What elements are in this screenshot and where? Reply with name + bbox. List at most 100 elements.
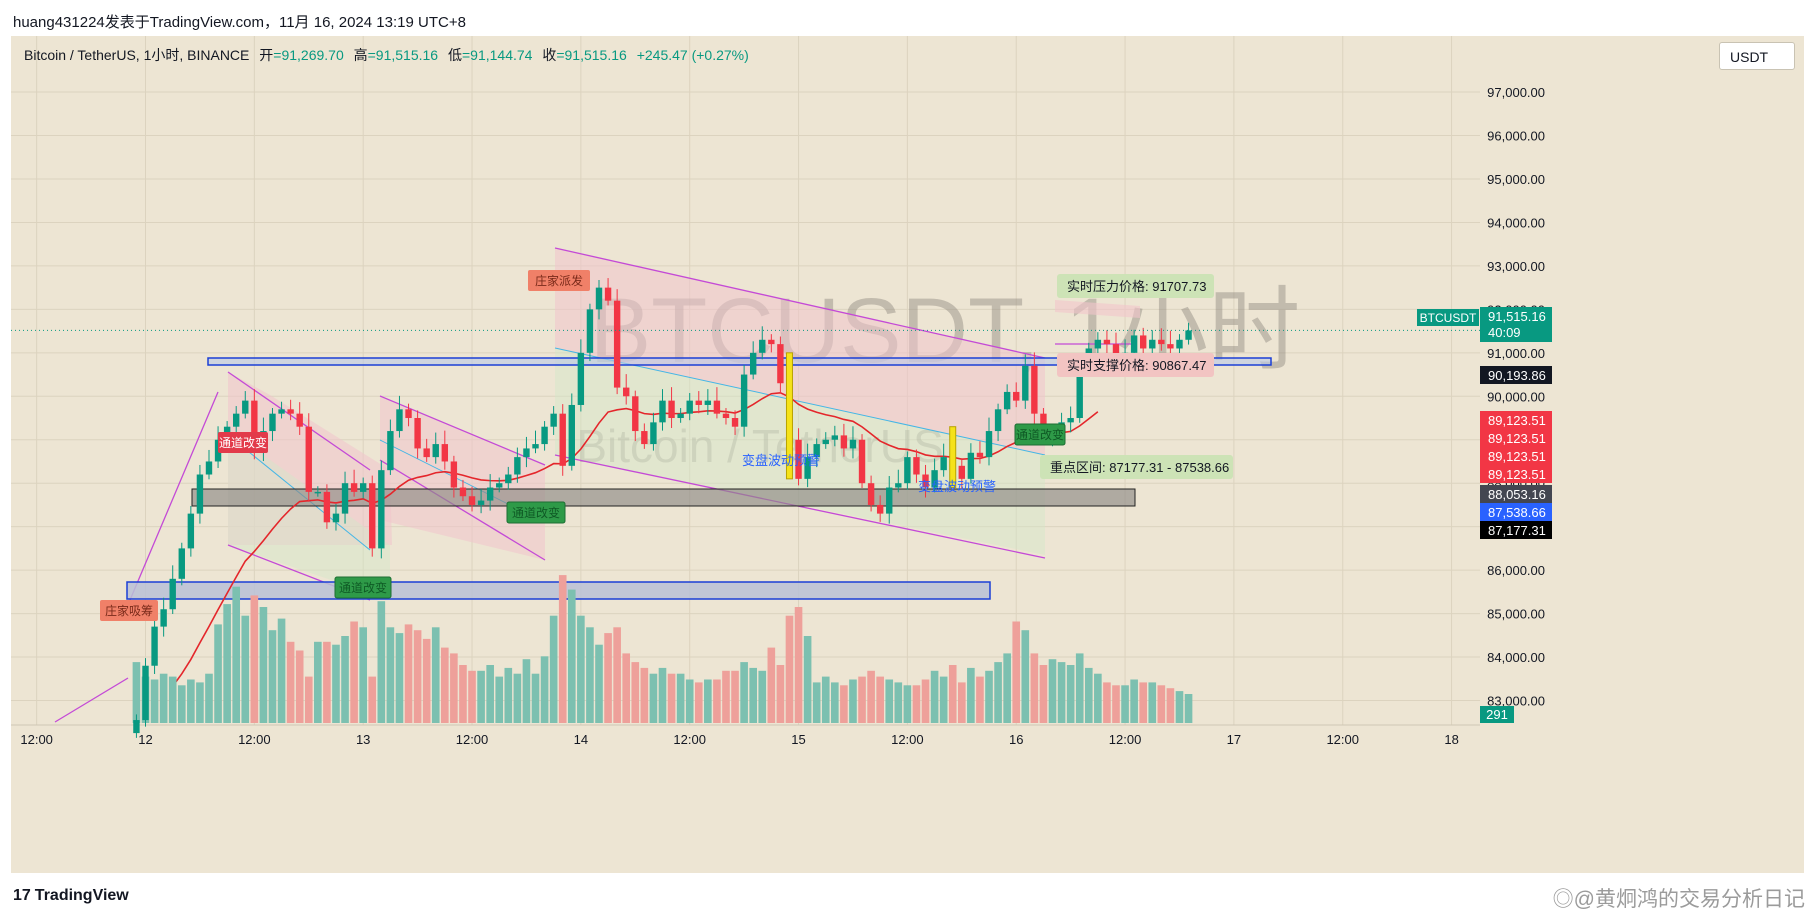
volume-bar	[930, 670, 939, 723]
volume-bar	[1175, 691, 1184, 723]
candle-body	[296, 413, 303, 427]
candle-body	[695, 400, 702, 405]
distribution-tag	[528, 270, 590, 291]
tradingview-logo[interactable]: 17 TradingView	[13, 887, 129, 904]
volume-bar	[286, 641, 295, 723]
candle-body	[532, 444, 539, 449]
volume-bar	[422, 638, 431, 723]
volume-bar	[1057, 662, 1066, 723]
volume-bar	[168, 676, 177, 723]
channel-fill	[380, 396, 545, 560]
candle-body	[350, 483, 358, 492]
candle-body	[468, 496, 476, 505]
volume-bar	[1103, 682, 1111, 723]
volume-bar	[885, 679, 894, 723]
candle-body	[505, 474, 512, 484]
author-watermark: ◎@黄炯鸿的交易分析日记	[1552, 888, 1805, 911]
symbol-price-tag-text: BTCUSDT	[1420, 311, 1477, 325]
candle-body	[278, 409, 285, 414]
candle-body	[577, 352, 585, 405]
candle-body	[133, 720, 140, 734]
candle-body	[341, 483, 349, 514]
candle-body	[858, 439, 866, 484]
volume-bar	[1075, 653, 1084, 723]
volume-bar	[867, 670, 875, 723]
volume-bar	[386, 627, 395, 723]
channel-change-tag-text: 通道改变	[219, 435, 267, 450]
candle-body	[423, 448, 430, 458]
candle-body	[314, 491, 322, 494]
volume-bar	[486, 665, 494, 723]
symbol-legend: Bitcoin / TetherUS, 1小时, BINANCE 开=91,26…	[24, 45, 749, 65]
candle-body	[976, 452, 984, 458]
candle-body	[940, 457, 947, 471]
resistance-zone	[207, 357, 1272, 366]
candle-body	[849, 439, 857, 449]
axis-price-label-text: 90,193.86	[1488, 368, 1546, 383]
volume-bar	[1094, 673, 1102, 723]
volume-bar	[314, 641, 322, 723]
candle-body	[169, 578, 176, 610]
candle-body	[867, 483, 875, 505]
candle-body	[595, 287, 603, 310]
candle-body	[414, 418, 421, 449]
volume-bar	[1003, 653, 1011, 723]
volume-bar	[821, 676, 830, 723]
time-tick-label: 12:00	[1326, 732, 1359, 747]
candle-body	[1140, 335, 1147, 349]
volume-bar	[350, 621, 358, 723]
symbol-label[interactable]: Bitcoin / TetherUS, 1小时, BINANCE	[24, 47, 250, 63]
candle-body	[1094, 339, 1102, 349]
time-tick-label: 12:00	[1109, 732, 1142, 747]
volume-bar	[812, 682, 821, 723]
volume-bar	[976, 676, 984, 723]
brand-name: TradingView	[34, 887, 129, 904]
candle-body	[1158, 339, 1165, 345]
time-tick-label: 12:00	[456, 732, 489, 747]
accumulation-tag-text: 庄家吸筹	[105, 603, 153, 618]
volume-bar	[495, 676, 504, 723]
volume-bar	[785, 615, 794, 723]
volume-bar	[586, 627, 594, 723]
volume-bar	[1166, 688, 1175, 723]
volume-bar	[640, 667, 649, 723]
volume-bar	[359, 627, 367, 723]
support-callout-text: 实时支撑价格: 90867.47	[1067, 358, 1206, 373]
volume-bar	[1130, 679, 1138, 723]
candle-body	[541, 426, 548, 445]
candle-body	[1167, 344, 1174, 349]
volume-bar	[332, 644, 340, 723]
candle-body	[613, 300, 621, 388]
candle-body	[994, 409, 1002, 432]
high-label: 高	[353, 47, 368, 63]
price-tick-label: 94,000.00	[1487, 215, 1545, 230]
volume-bar	[277, 618, 286, 723]
volume-bar	[567, 589, 576, 723]
volume-bar	[540, 656, 549, 723]
volume-bar	[939, 676, 948, 723]
volume-bar	[676, 673, 685, 723]
publish-header: huang431224发表于TradingView.com，11月 16, 20…	[0, 0, 1815, 36]
candle-body	[523, 448, 530, 458]
candle-body	[486, 487, 494, 501]
price-tick-label: 96,000.00	[1487, 129, 1545, 144]
candle-body	[1103, 339, 1111, 345]
volume-bar	[522, 659, 531, 723]
volume-bar	[858, 676, 866, 723]
volume-bar	[1121, 685, 1129, 723]
time-tick-label: 17	[1227, 732, 1241, 747]
candle-body	[740, 374, 748, 427]
axis-price-label-text: 87,177.31	[1488, 523, 1546, 538]
candle-body	[876, 504, 884, 514]
volume-bar	[731, 670, 739, 723]
volume-bar	[304, 676, 313, 723]
volume-bar	[912, 685, 921, 723]
candle-body	[450, 461, 458, 488]
price-tick-label: 90,000.00	[1487, 389, 1545, 404]
support-callout	[1057, 353, 1214, 377]
candle-body	[958, 465, 965, 479]
candle-body	[795, 439, 802, 479]
currency-button[interactable]: USDT	[1719, 42, 1795, 70]
candle-body	[686, 400, 693, 414]
